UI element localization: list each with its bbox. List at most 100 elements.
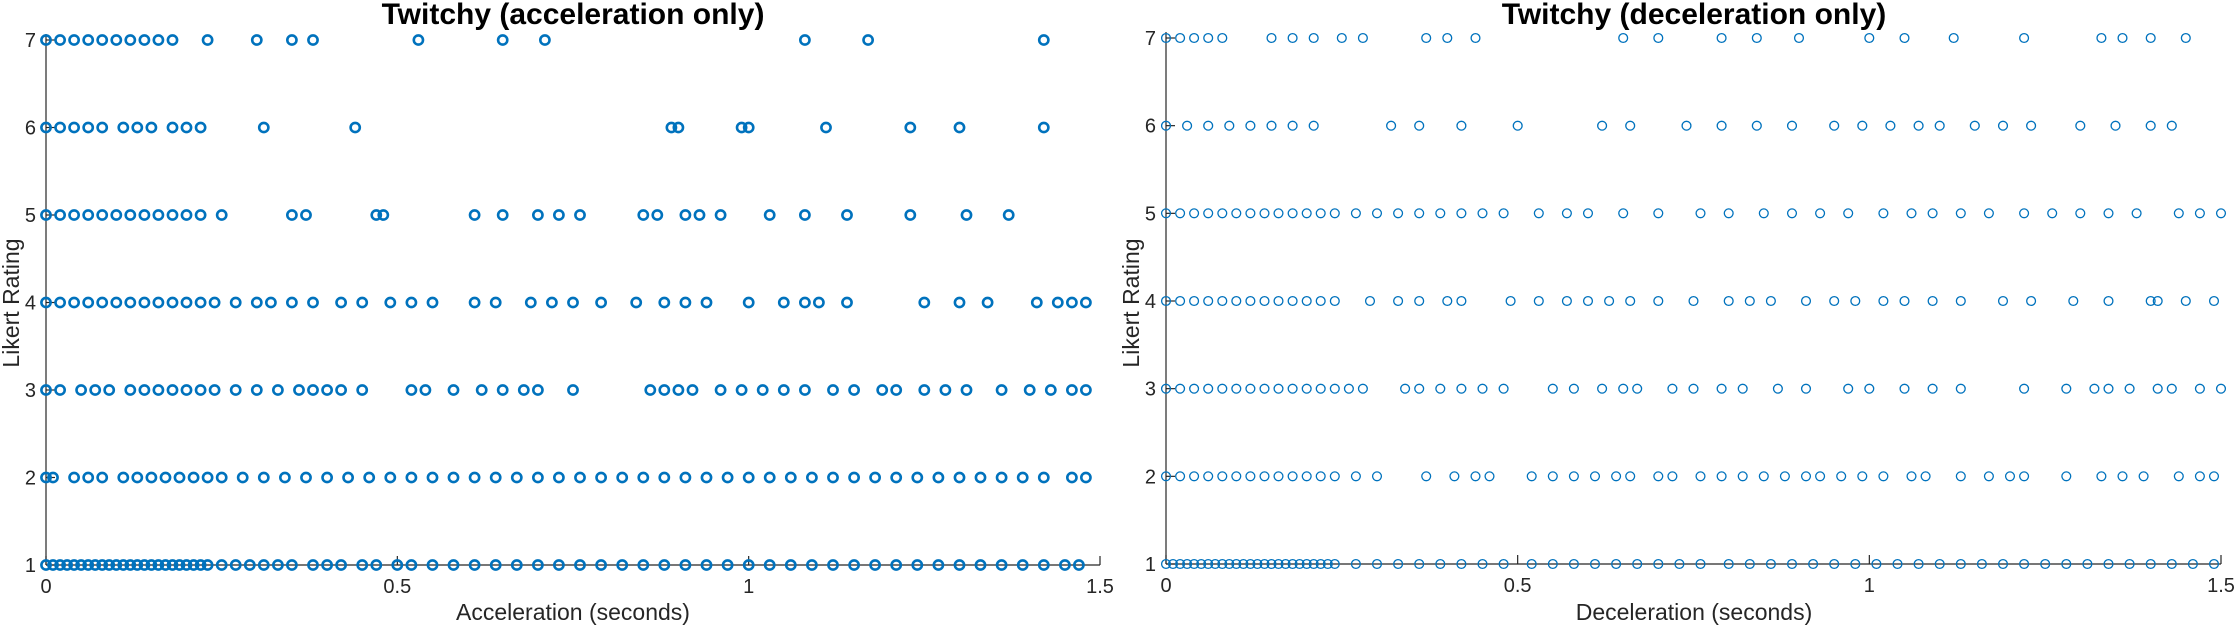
scatter-point <box>1203 295 1214 307</box>
scatter-point <box>1066 296 1078 309</box>
scatter-point <box>658 384 671 396</box>
scatter-point <box>117 559 130 571</box>
scatter-point <box>1175 32 1186 44</box>
scatter-point <box>271 559 284 571</box>
scatter-point <box>1955 383 1966 394</box>
scatter-point <box>1245 558 1256 570</box>
scatter-point <box>1217 208 1228 219</box>
scatter-point <box>2019 383 2030 394</box>
scatter-point <box>468 471 481 484</box>
scatter-point <box>714 384 727 396</box>
scatter-point <box>1681 120 1692 131</box>
scatter-point <box>932 471 945 484</box>
scatter-point <box>335 296 347 309</box>
scatter-point <box>300 471 312 484</box>
scatter-point <box>2138 471 2149 482</box>
scatter-point <box>335 384 347 396</box>
scatter-point <box>2152 295 2163 307</box>
scatter-point <box>1371 558 1383 570</box>
scatter-point <box>1414 558 1425 570</box>
scatter-point <box>1160 120 1172 131</box>
scatter-point <box>285 209 298 221</box>
scatter-point <box>166 559 179 571</box>
scatter-point <box>405 471 418 484</box>
scatter-point <box>862 34 874 46</box>
scatter-point <box>1526 558 1537 570</box>
scatter-point <box>201 559 214 571</box>
scatter-point <box>637 471 650 484</box>
scatter-point <box>1948 32 1959 44</box>
scatter-point <box>1983 208 1994 219</box>
scatter-point <box>1589 558 1601 570</box>
scatter-point <box>1906 471 1917 482</box>
scatter-point <box>1160 295 1172 307</box>
scatter-point <box>904 121 917 134</box>
scatter-point <box>2110 120 2121 131</box>
scatter-point <box>827 471 839 484</box>
scatter-point <box>1393 558 1404 570</box>
scatter-point <box>763 471 776 484</box>
scatter-point <box>1456 558 1467 570</box>
scatter-point <box>848 559 860 571</box>
scatter-point <box>644 384 657 396</box>
scatter-point <box>1829 120 1840 131</box>
scatter-point <box>96 296 109 309</box>
scatter-point <box>665 121 678 134</box>
scatter-point <box>1878 208 1889 219</box>
x-tick-label: 0.5 <box>383 576 411 598</box>
scatter-point <box>1231 295 1242 307</box>
scatter-point <box>1315 295 1326 307</box>
scatter-point <box>1414 120 1425 131</box>
scatter-point <box>1231 471 1242 482</box>
scatter-point <box>152 559 165 571</box>
scatter-point <box>1287 558 1298 570</box>
scatter-point <box>1308 120 1319 131</box>
scatter-point <box>1238 558 1249 570</box>
scatter-point <box>2075 208 2086 219</box>
scatter-point <box>1864 383 1875 394</box>
scatter-point <box>1786 208 1798 219</box>
scatter-point <box>686 384 699 396</box>
scatter-point <box>799 209 811 221</box>
scatter-point <box>1604 295 1615 307</box>
scatter-point <box>124 296 137 309</box>
scatter-point <box>1913 558 1924 570</box>
scatter-point <box>1484 471 1495 482</box>
scatter-point <box>180 384 193 396</box>
scatter-point <box>911 471 924 484</box>
scatter-point <box>1308 32 1319 44</box>
scatter-point <box>194 121 207 134</box>
scatter-point <box>426 471 439 484</box>
scatter-point <box>475 384 488 396</box>
scatter-point <box>1343 383 1354 394</box>
scatter-point <box>1632 383 1643 394</box>
y-tick-label: 3 <box>1145 379 1156 401</box>
scatter-point <box>180 209 193 221</box>
scatter-point <box>1203 32 1214 44</box>
scatter-point <box>342 471 354 484</box>
scatter-point <box>2215 208 2227 219</box>
scatter-point <box>110 296 123 309</box>
scatter-point <box>1477 558 1488 570</box>
scatter-point <box>1716 471 1727 482</box>
scatter-point <box>1189 32 1200 44</box>
scatter-point <box>2145 32 2156 44</box>
scatter-point <box>1030 296 1043 309</box>
scatter-point <box>1287 32 1298 44</box>
scatter-point <box>82 34 95 46</box>
scatter-point <box>1456 120 1467 131</box>
scatter-point <box>194 209 207 221</box>
y-tick-label: 7 <box>1145 28 1156 50</box>
scatter-point <box>1498 383 1509 394</box>
scatter-point <box>1793 32 1805 44</box>
scatter-point <box>138 209 151 221</box>
scatter-point <box>194 384 207 396</box>
scatter-point <box>1653 295 1664 307</box>
scatter-point <box>1625 471 1636 482</box>
scatter-point <box>1245 471 1256 482</box>
scatter-point <box>1955 471 1966 482</box>
scatter-point <box>96 471 109 484</box>
scatter-point <box>447 384 460 396</box>
scatter-point <box>1329 208 1340 219</box>
